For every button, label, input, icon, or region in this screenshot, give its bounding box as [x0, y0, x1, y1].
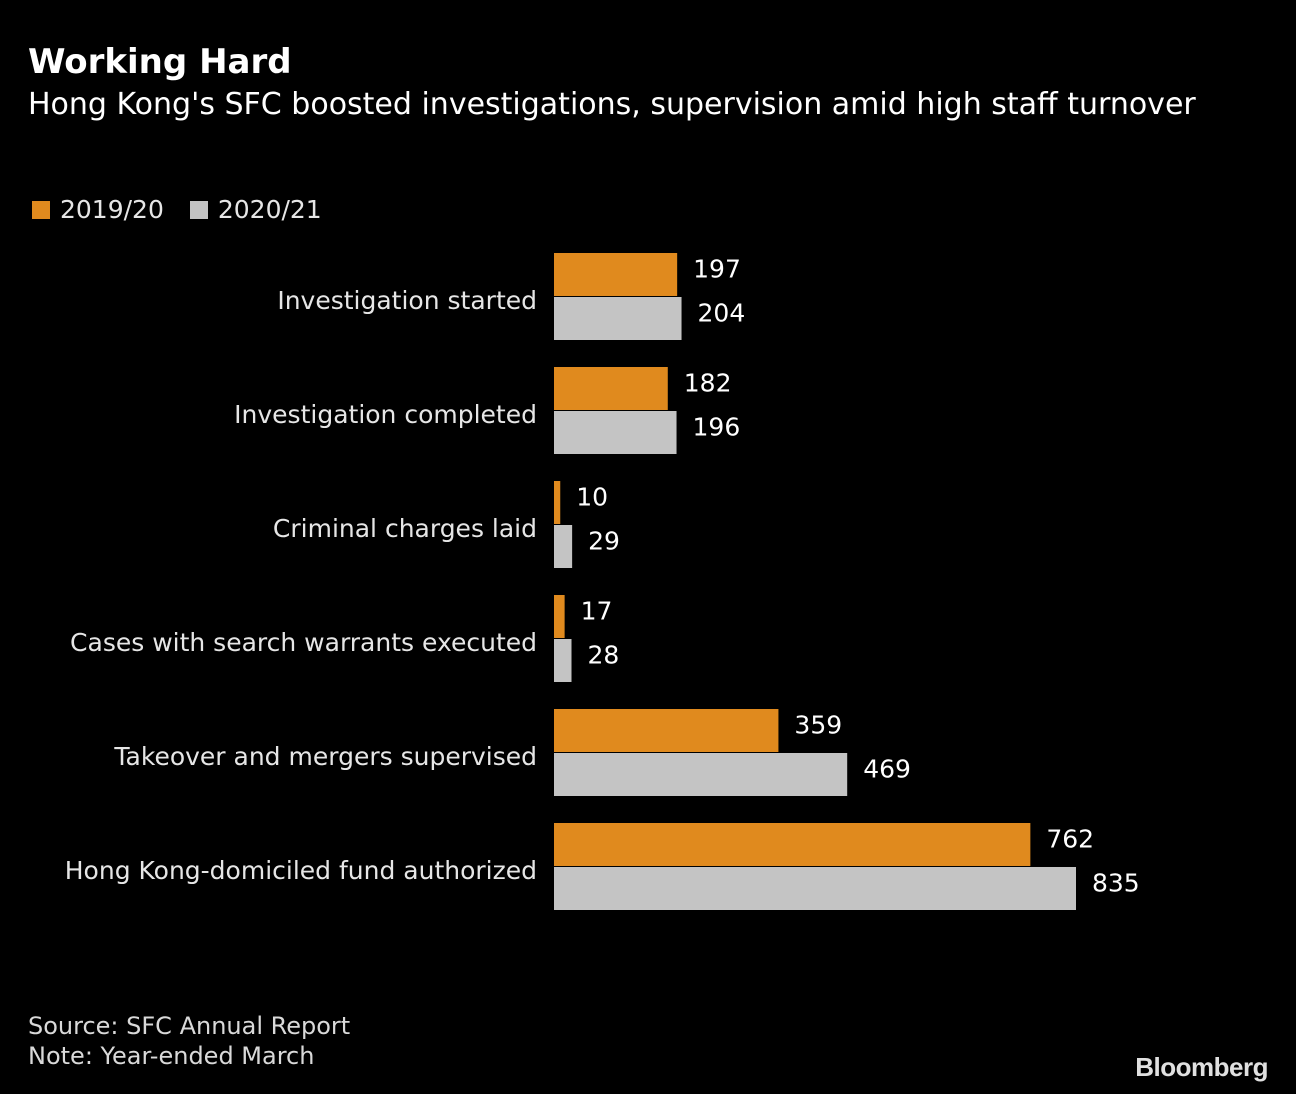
bar-criminal-charges-laid-series-2 — [554, 525, 573, 568]
value-label-investigation-started-series-2: 204 — [698, 299, 746, 328]
category-label-hong-kong-domiciled-fund-authorized: Hong Kong-domiciled fund authorized — [65, 856, 537, 885]
bar-takeover-and-mergers-supervised-series-2 — [554, 753, 848, 796]
value-label-hong-kong-domiciled-fund-authorized-series-1: 762 — [1046, 825, 1094, 854]
bloomberg-logo: Bloomberg — [1135, 1052, 1268, 1082]
value-label-cases-with-search-warrants-executed-series-1: 17 — [581, 597, 613, 626]
bar-cases-with-search-warrants-executed-series-2 — [554, 639, 572, 682]
value-label-criminal-charges-laid-series-2: 29 — [588, 527, 620, 556]
year-note: Note: Year-ended March — [28, 1042, 315, 1070]
legend-swatch-series-1 — [32, 201, 50, 219]
category-label-criminal-charges-laid: Criminal charges laid — [273, 514, 537, 543]
source-note: Source: SFC Annual Report — [28, 1012, 351, 1040]
value-label-investigation-completed-series-1: 182 — [684, 369, 732, 398]
bar-investigation-completed-series-1 — [554, 367, 668, 410]
chart-subtitle: Hong Kong's SFC boosted investigations, … — [28, 87, 1196, 122]
value-label-investigation-started-series-1: 197 — [693, 255, 741, 284]
category-label-cases-with-search-warrants-executed: Cases with search warrants executed — [70, 628, 537, 657]
bar-investigation-started-series-2 — [554, 297, 682, 340]
value-label-cases-with-search-warrants-executed-series-2: 28 — [588, 641, 620, 670]
category-label-investigation-completed: Investigation completed — [234, 400, 537, 429]
category-label-takeover-and-mergers-supervised: Takeover and mergers supervised — [113, 742, 537, 771]
bar-criminal-charges-laid-series-1 — [554, 481, 561, 524]
bar-hong-kong-domiciled-fund-authorized-series-1 — [554, 823, 1031, 866]
bar-investigation-started-series-1 — [554, 253, 678, 296]
legend-item-series-1: 2019/20 — [32, 192, 164, 228]
value-label-hong-kong-domiciled-fund-authorized-series-2: 835 — [1092, 869, 1140, 898]
category-label-investigation-started: Investigation started — [277, 286, 537, 315]
value-label-investigation-completed-series-2: 196 — [693, 413, 741, 442]
legend-label-series-2: 2020/21 — [217, 195, 322, 224]
value-label-takeover-and-mergers-supervised-series-1: 359 — [794, 711, 842, 740]
legend-label-series-1: 2019/20 — [60, 195, 164, 224]
bar-hong-kong-domiciled-fund-authorized-series-2 — [554, 867, 1076, 910]
value-label-criminal-charges-laid-series-1: 10 — [576, 483, 608, 512]
legend: 2019/20 2020/21 — [32, 192, 348, 228]
value-label-takeover-and-mergers-supervised-series-2: 469 — [863, 755, 911, 784]
bar-takeover-and-mergers-supervised-series-1 — [554, 709, 779, 752]
legend-item-series-2: 2020/21 — [189, 192, 322, 228]
legend-swatch-series-2 — [189, 201, 208, 219]
bar-investigation-completed-series-2 — [554, 411, 677, 454]
chart-title: Working Hard — [28, 42, 292, 82]
bar-cases-with-search-warrants-executed-series-1 — [554, 595, 565, 638]
bar-chart: Investigation started 197 204 Investigation… — [65, 253, 1140, 910]
